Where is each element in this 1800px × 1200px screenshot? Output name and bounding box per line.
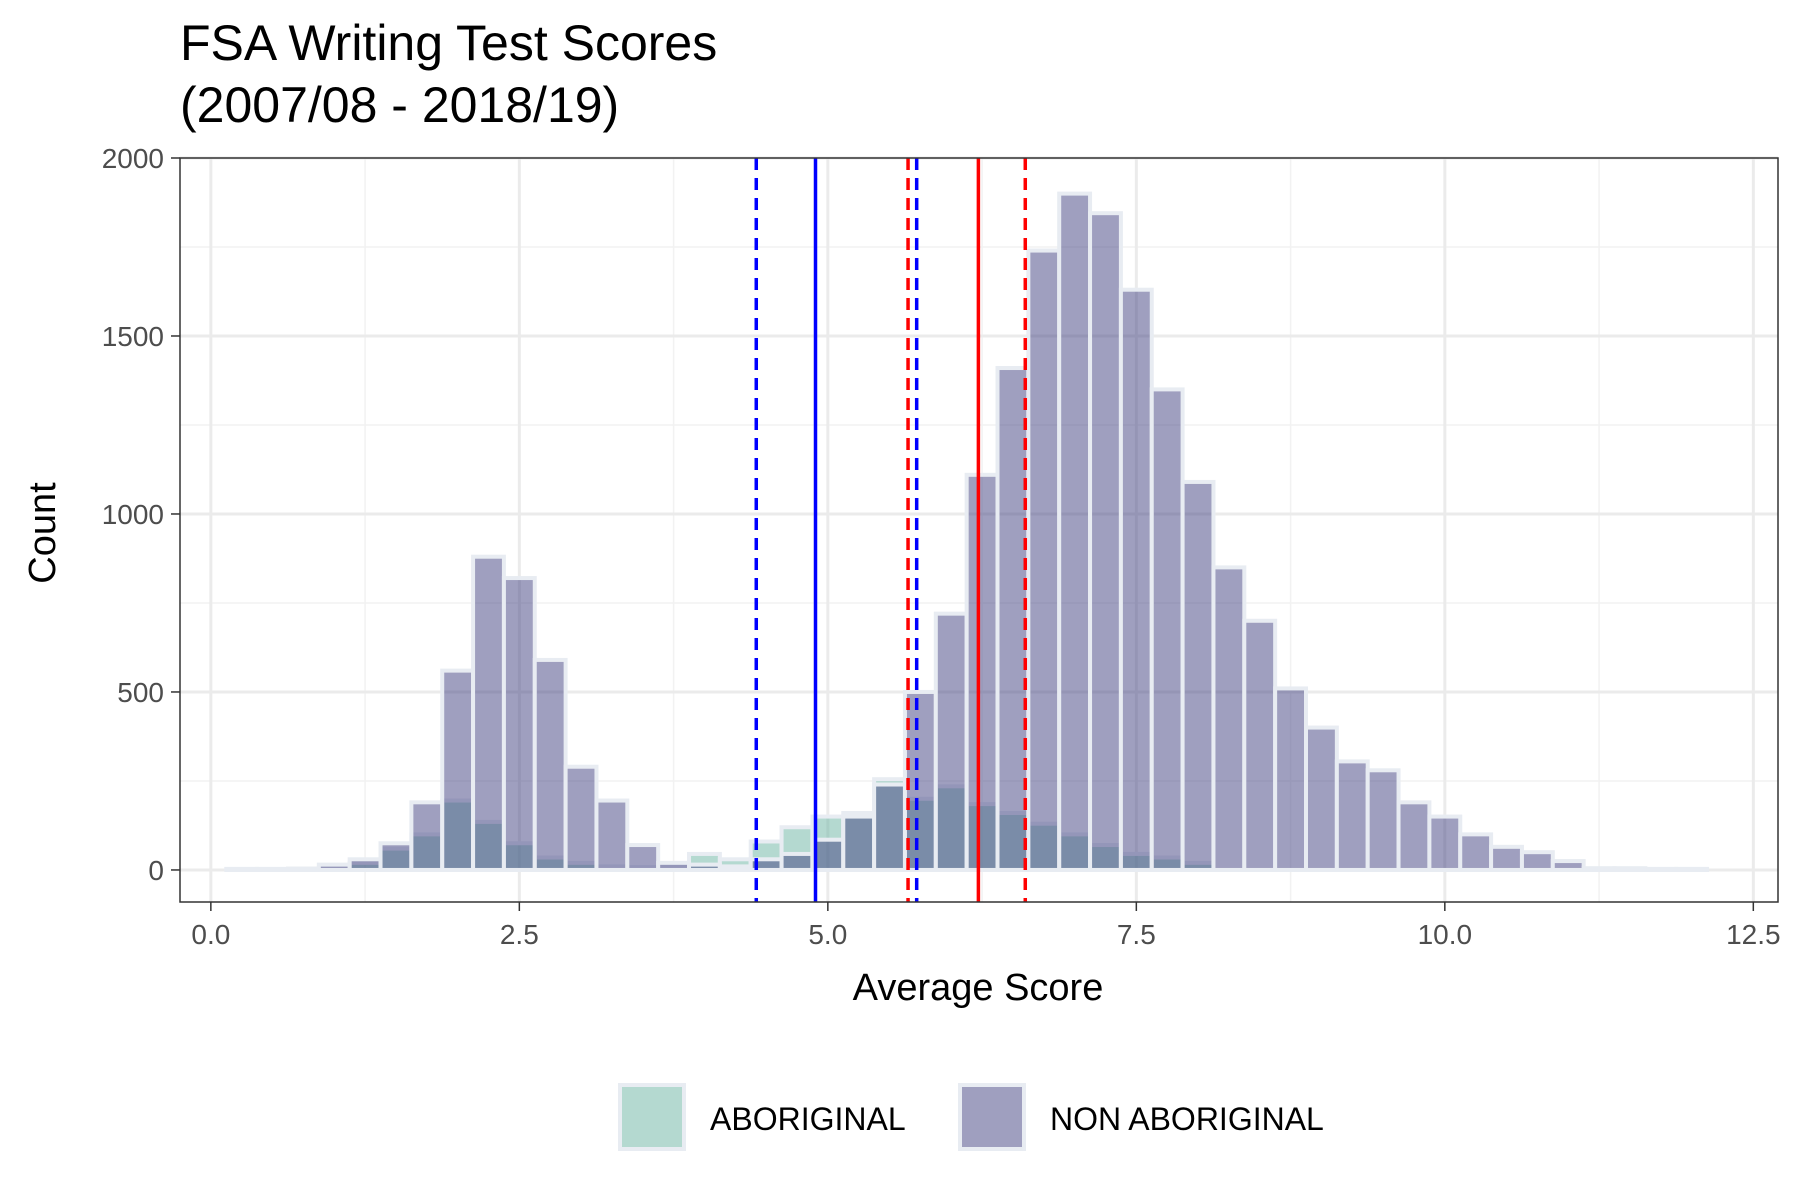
histogram-bar [841,814,877,872]
histogram-bar [779,851,815,872]
histogram-bar [440,668,476,872]
histogram-bar [471,554,506,872]
histogram-bar [409,800,445,872]
histogram-bar [810,837,846,872]
histogram-bar [1026,248,1062,872]
x-tick-label: 2.5 [500,919,539,950]
histogram-bar [717,864,753,872]
histogram-bar [1396,800,1432,872]
y-tick-label: 1500 [102,321,164,352]
x-tick-label: 12.5 [1726,919,1781,950]
histogram-bar [285,866,321,872]
histogram-bar [1458,832,1494,872]
histogram-bar [1242,618,1278,872]
histogram-bar [532,657,568,872]
legend: ABORIGINAL NON ABORIGINAL [618,1083,1324,1151]
histogram-bar [224,866,260,872]
histogram-bar [1643,866,1679,872]
histogram-bar [594,798,630,872]
x-tick-label: 7.5 [1117,919,1156,950]
histogram-bar [1489,844,1524,872]
histogram-bar [378,841,414,872]
histogram-bar [1334,759,1370,872]
histogram-bar [347,857,383,872]
histogram-bar [933,611,969,872]
histogram-bar [1057,191,1093,872]
y-tick-label: 1000 [102,499,164,530]
histogram-bar [1519,850,1555,872]
histogram-bar [1273,686,1309,872]
histogram-bar [1180,479,1216,872]
histogram-bars [224,191,1710,872]
legend-key-non-aboriginal [958,1083,1026,1151]
y-tick-label: 2000 [102,143,164,174]
y-tick-label: 500 [117,677,164,708]
x-tick-label: 5.0 [808,919,847,950]
plot-panel-border [179,157,1779,903]
histogram-bar [656,860,692,872]
histogram-bar [1088,211,1123,872]
x-tick-label: 0.0 [191,919,230,950]
chart-title-line1: FSA Writing Test Scores [180,15,717,71]
legend-key-aboriginal [618,1083,686,1151]
histogram-bar [625,843,661,872]
histogram-bar [872,782,907,872]
histogram-bar [1581,866,1617,872]
histogram-bar [1211,565,1247,872]
legend-label-non-aboriginal: NON ABORIGINAL [1050,1101,1324,1137]
histogram-bar [964,472,1000,872]
histogram-bar [902,689,938,872]
histogram-bar [1365,768,1401,872]
histogram-bar [1612,866,1648,872]
x-axis-title: Average Score [853,967,1104,1009]
legend-label-aboriginal: ABORIGINAL [710,1101,906,1137]
y-axis-title: Count [22,482,64,584]
histogram-bar [316,862,352,872]
chart-title-line2: (2007/08 - 2018/19) [180,77,619,133]
histogram-bar [1674,866,1710,872]
axis-ticks: 0.0 2.5 5.0 7.5 10.0 12.5 0 500 1000 1500 2000 [102,143,1781,950]
histogram-bar [1149,387,1185,872]
histogram-bar [501,576,537,872]
histogram-bar [687,862,722,872]
histogram-bar [563,764,599,872]
reference-lines [754,158,1028,902]
histogram-bar [255,866,290,872]
y-tick-label: 0 [148,855,164,886]
histogram-bar [1550,859,1586,872]
histogram-bar [1118,287,1154,872]
histogram-bar [1427,814,1463,872]
x-tick-label: 10.0 [1418,919,1473,950]
histogram-bar [1304,725,1339,872]
